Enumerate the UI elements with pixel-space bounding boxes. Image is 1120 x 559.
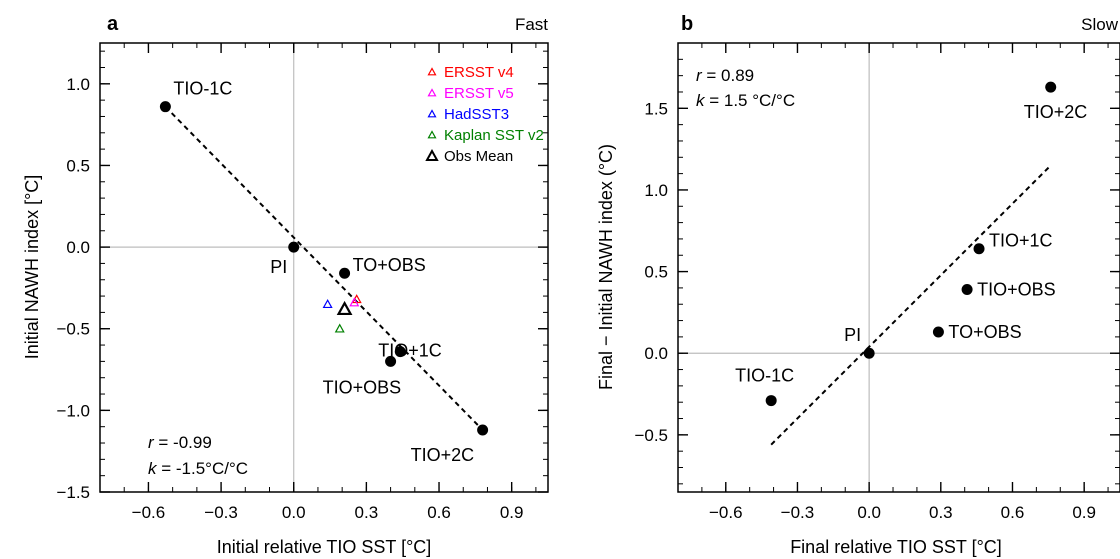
x-tick-label: 0.0 bbox=[282, 503, 306, 522]
plot-frame bbox=[677, 42, 1120, 493]
point-label: TIO-1C bbox=[173, 79, 232, 99]
obs-marker bbox=[349, 297, 360, 307]
y-tick-label: 0.5 bbox=[644, 263, 668, 282]
x-axis-label: Initial relative TIO SST [°C] bbox=[217, 537, 432, 557]
point-label: PI bbox=[270, 257, 287, 277]
x-tick-label: 0.9 bbox=[1072, 503, 1096, 522]
point-label: TO+OBS bbox=[948, 322, 1021, 342]
data-point bbox=[1045, 81, 1057, 93]
point-label: TIO-1C bbox=[735, 366, 794, 386]
panel-b: −0.6 −0.3 0.0 0.3 0.6 0.9 −0.5 0.0 0.5 1.0 1.5 b Slo… bbox=[596, 13, 1120, 557]
y-tick-label: 0.5 bbox=[66, 156, 90, 175]
y-tick-label: −1.5 bbox=[56, 483, 90, 502]
legend-marker bbox=[427, 67, 437, 76]
x-tick-label: 0.3 bbox=[355, 503, 379, 522]
panel-letter: b bbox=[681, 13, 693, 35]
stat-r: r = 0.89 bbox=[696, 66, 754, 85]
data-point bbox=[863, 347, 875, 359]
x-tick-label: −0.3 bbox=[204, 503, 238, 522]
point-label: PI bbox=[844, 325, 861, 345]
y-axis-label: Initial NAWH index [°C] bbox=[22, 175, 42, 360]
regression-line bbox=[164, 105, 484, 431]
stat-r: r = -0.99 bbox=[148, 433, 212, 452]
legend-marker bbox=[427, 109, 437, 118]
data-point bbox=[477, 424, 489, 436]
data-point bbox=[288, 241, 300, 253]
x-tick-label: 0.9 bbox=[500, 503, 524, 522]
x-tick-label: 0.6 bbox=[1001, 503, 1025, 522]
x-tick-label: 0.0 bbox=[857, 503, 881, 522]
data-point bbox=[765, 395, 777, 407]
point-label: TIO+OBS bbox=[977, 280, 1056, 300]
regression-line bbox=[770, 164, 1052, 446]
point-label: TIO+2C bbox=[411, 445, 475, 465]
obs-marker bbox=[334, 323, 345, 333]
data-point bbox=[932, 326, 944, 338]
y-tick-label: 1.0 bbox=[66, 75, 90, 94]
stat-k: k = -1.5°C/°C bbox=[148, 459, 248, 478]
panel-letter: a bbox=[107, 13, 119, 35]
panel-tag: Fast bbox=[515, 15, 548, 34]
legend-label: ERSST v5 bbox=[444, 85, 514, 102]
panel-a: −0.6 −0.3 0.0 0.3 0.6 0.9 −1.5 −1.0 −0.5 0.0 0.5 1.… bbox=[22, 13, 549, 557]
data-point bbox=[339, 267, 351, 279]
y-tick-label: −1.0 bbox=[56, 401, 90, 420]
y-tick-label: −0.5 bbox=[56, 320, 90, 339]
panel-tag: Slow bbox=[1081, 15, 1119, 34]
x-tick-label: 0.3 bbox=[929, 503, 953, 522]
y-tick-label: 1.0 bbox=[644, 181, 668, 200]
data-point bbox=[973, 243, 985, 255]
legend-label: Obs Mean bbox=[444, 148, 513, 165]
x-tick-label: −0.6 bbox=[709, 503, 743, 522]
stat-k: k = 1.5 °C/°C bbox=[696, 91, 795, 110]
data-point bbox=[159, 101, 171, 113]
legend-label: HadSST3 bbox=[444, 106, 509, 123]
y-axis-label: Final − Initial NAWH index (°C) bbox=[596, 144, 616, 390]
legend-label: ERSST v4 bbox=[444, 64, 514, 81]
point-label: TIO+2C bbox=[1024, 102, 1088, 122]
x-tick-label: −0.6 bbox=[132, 503, 166, 522]
x-axis-label: Final relative TIO SST [°C] bbox=[790, 537, 1002, 557]
point-label: TIO+1C bbox=[378, 341, 442, 361]
plot-frame bbox=[99, 42, 549, 493]
y-tick-label: 0.0 bbox=[66, 238, 90, 257]
y-tick-label: 1.5 bbox=[644, 99, 668, 118]
legend-marker bbox=[427, 88, 437, 97]
data-point bbox=[961, 284, 973, 296]
legend-label: Kaplan SST v2 bbox=[444, 127, 544, 144]
obs-marker bbox=[336, 300, 353, 316]
point-label: TIO+1C bbox=[989, 231, 1053, 251]
point-label: TO+OBS bbox=[353, 255, 426, 275]
data-point bbox=[394, 346, 406, 358]
legend-marker bbox=[427, 130, 437, 139]
point-label: TIO+OBS bbox=[323, 377, 402, 397]
y-tick-label: −0.5 bbox=[634, 426, 668, 445]
x-tick-label: 0.6 bbox=[427, 503, 451, 522]
data-point bbox=[385, 355, 397, 367]
y-tick-label: 0.0 bbox=[644, 344, 668, 363]
obs-marker bbox=[322, 299, 333, 309]
x-tick-label: −0.3 bbox=[781, 503, 815, 522]
legend-marker bbox=[425, 148, 439, 161]
